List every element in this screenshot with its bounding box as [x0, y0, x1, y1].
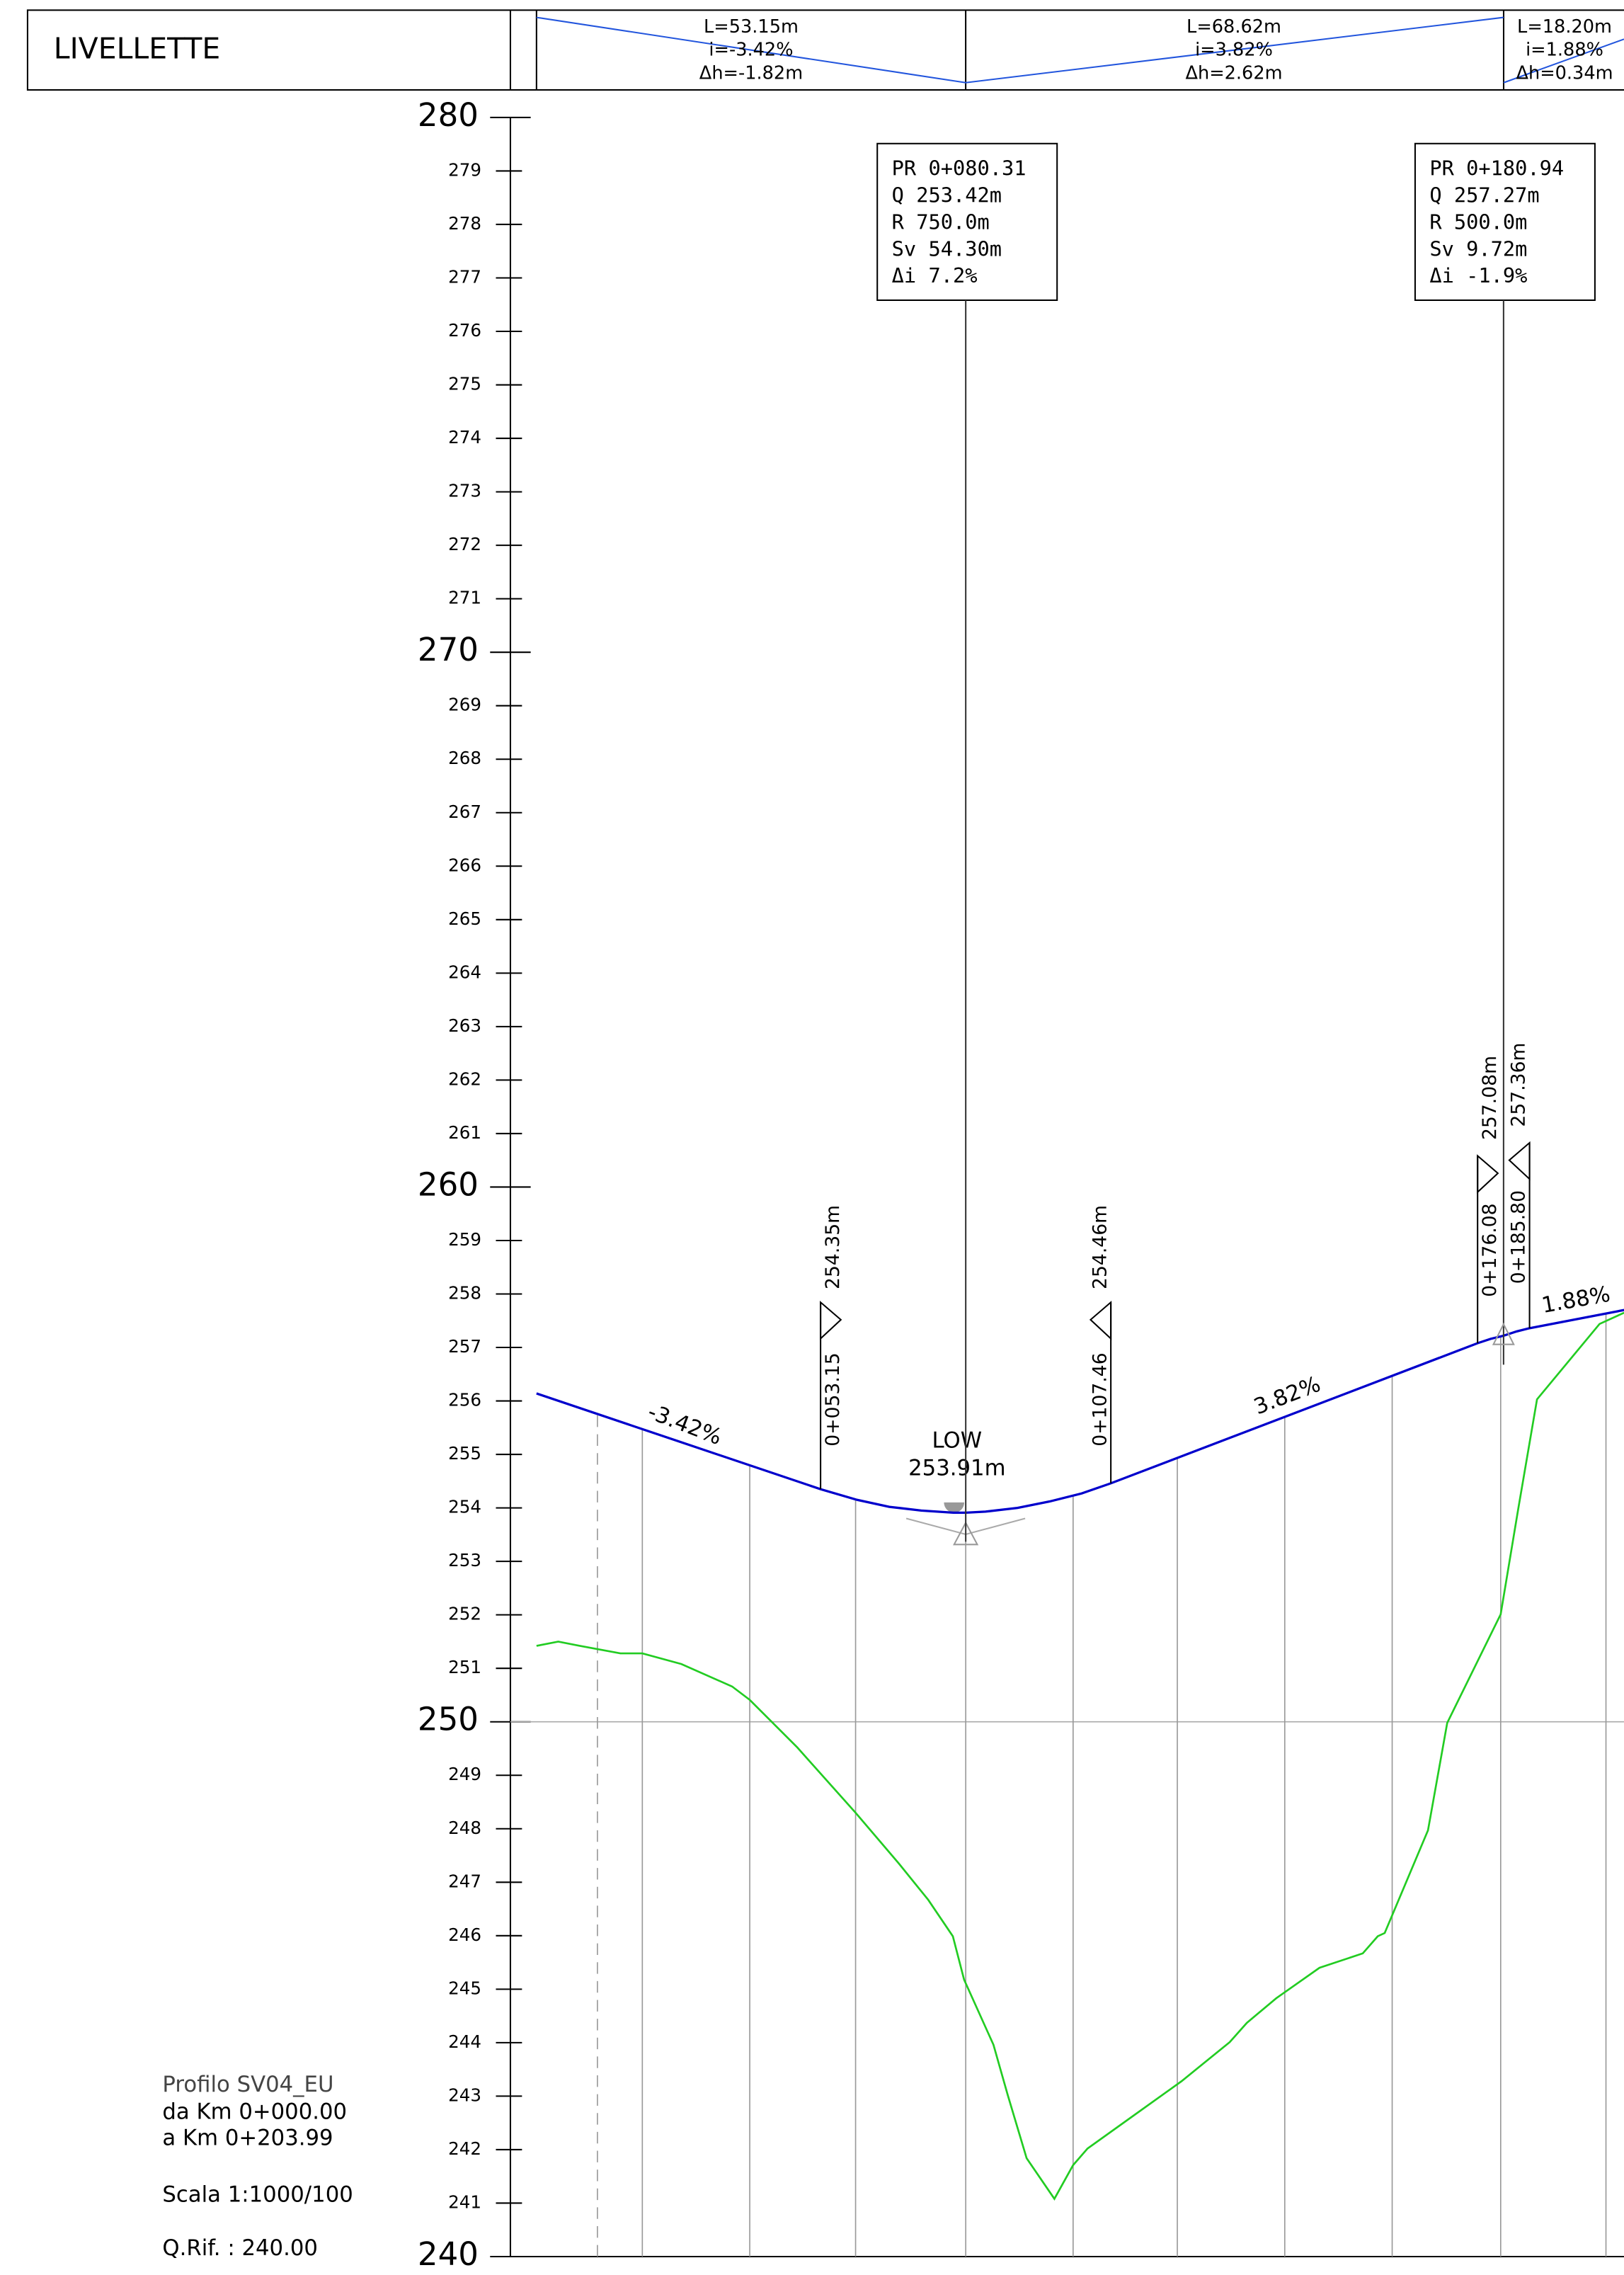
y-tick-label: 252	[448, 1604, 481, 1624]
y-tick-label: 241	[448, 2191, 481, 2212]
vertex-label: R 750.0m	[892, 210, 990, 234]
y-tick-label: 265	[448, 908, 481, 929]
y-tick-label: 248	[448, 1818, 481, 1838]
y-tick-label: 242	[448, 2138, 481, 2159]
vertex-box	[1414, 142, 1596, 302]
marker-elevation: 254.35m	[822, 1205, 844, 1289]
marker-elevation: 254.46m	[1089, 1205, 1111, 1289]
marker-station: 0+053.15	[822, 1352, 844, 1446]
y-tick-label: 240	[418, 2235, 479, 2273]
y-tick-label: 255	[448, 1443, 481, 1464]
vertex-label: Sv 9.72m	[1429, 236, 1527, 261]
segment-slope: i=1.88%	[1526, 40, 1603, 61]
ground-line	[536, 1311, 1624, 2201]
y-tick-label: 263	[448, 1015, 481, 1036]
y-tick-label: 243	[448, 2085, 481, 2105]
vertex-label: Δi -1.9%	[1429, 263, 1527, 287]
vertex-box	[876, 142, 1058, 302]
y-tick-label: 262	[448, 1068, 481, 1089]
y-tick-label: 258	[448, 1283, 481, 1304]
marker-flag	[1477, 1154, 1499, 1194]
y-tick-label: 271	[448, 588, 481, 608]
vertex-label: PR 0+180.94	[1429, 156, 1564, 181]
low-point-label: LOW	[932, 1427, 983, 1453]
note: Scala 1:1000/100	[162, 2182, 353, 2207]
y-tick-label: 280	[418, 96, 479, 134]
y-tick-label: 254	[448, 1497, 481, 1517]
marker-station: 0+107.46	[1089, 1352, 1111, 1446]
vertex-label: Δi 7.2%	[892, 263, 978, 287]
note: Profilo SV04_EU	[162, 2072, 333, 2097]
y-tick-label: 277	[448, 266, 481, 287]
vertex-label: R 500.0m	[1429, 210, 1527, 234]
y-tick-label: 261	[448, 1122, 481, 1143]
vertex-triangle	[1492, 1322, 1515, 1345]
vertex-label: Q 253.42m	[892, 183, 1002, 207]
y-tick-label: 269	[448, 695, 481, 715]
note: da Km 0+000.00	[162, 2099, 347, 2125]
segment-slope: i=-3.42%	[709, 40, 793, 61]
note: Q.Rif. : 240.00	[162, 2235, 318, 2261]
y-tick-label: 256	[448, 1390, 481, 1410]
segment-dh: Δh=-1.82m	[699, 62, 803, 84]
marker-flag	[820, 1301, 842, 1340]
y-tick-label: 257	[448, 1336, 481, 1357]
marker-station: 0+185.80	[1508, 1190, 1530, 1284]
header-title: LIVELLETTE	[54, 32, 220, 66]
y-tick-label: 275	[448, 374, 481, 394]
low-point-elevation: 253.91m	[908, 1455, 1005, 1481]
station-marker: 0+176.08 257.08m	[1477, 1056, 1501, 1343]
vertex-label: Sv 54.30m	[892, 236, 1002, 261]
y-tick-label: 246	[448, 1925, 481, 1945]
y-tick-label: 249	[448, 1764, 481, 1784]
y-tick-label: 274	[448, 427, 481, 447]
y-tick-label: 264	[448, 962, 481, 982]
segment-length: L=68.62m	[1186, 16, 1281, 38]
y-tick-label: 244	[448, 2031, 481, 2052]
y-tick-label: 278	[448, 213, 481, 234]
segment-length: L=18.20m	[1517, 16, 1612, 38]
marker-flag	[1089, 1301, 1112, 1340]
y-tick-label: 245	[448, 1978, 481, 1998]
marker-flag	[1508, 1141, 1531, 1181]
marker-elevation: 257.08m	[1479, 1056, 1501, 1140]
y-tick-label: 267	[448, 802, 481, 822]
y-tick-label: 270	[418, 631, 479, 668]
grade-line	[536, 1308, 1624, 1515]
segment-dh: Δh=2.62m	[1185, 62, 1282, 84]
y-tick-label: 268	[448, 748, 481, 768]
header-frame	[26, 9, 1624, 91]
y-tick-label: 279	[448, 159, 481, 180]
y-tick-label: 260	[418, 1165, 479, 1203]
segment-dh: Δh=0.34m	[1516, 62, 1613, 84]
y-tick-label: 251	[448, 1657, 481, 1677]
station-marker: 0+185.80 257.36m	[1508, 1043, 1531, 1328]
header-band: LIVELLETTE L=53.15m i=-3.42% Δh=-1.82m L…	[26, 9, 1624, 91]
y-tick-label: 253	[448, 1550, 481, 1570]
slope-label: 3.82%	[1250, 1372, 1324, 1420]
marker-elevation: 257.36m	[1508, 1043, 1530, 1127]
y-tick-label: 273	[448, 481, 481, 501]
y-tick-label: 250	[418, 1701, 479, 1738]
y-tick-label: 259	[448, 1229, 481, 1250]
header-slope-line	[536, 16, 1504, 84]
vertex-label: Q 257.27m	[1429, 183, 1539, 207]
vertex-label: PR 0+080.31	[892, 156, 1027, 181]
segment-slope: i=3.82%	[1195, 40, 1273, 61]
header-slope-line	[1503, 38, 1624, 84]
station-marker: 0+107.46 254.46m	[1089, 1205, 1112, 1483]
low-point-mark	[944, 1502, 965, 1513]
slope-label: 1.88%	[1540, 1282, 1612, 1318]
y-tick-label: 276	[448, 320, 481, 341]
station-marker: 0+053.15 254.35m	[820, 1205, 844, 1490]
segment-length: L=53.15m	[704, 16, 799, 38]
y-tick-label: 272	[448, 534, 481, 554]
note: a Km 0+203.99	[162, 2126, 333, 2151]
marker-station: 0+176.08	[1479, 1203, 1501, 1296]
y-tick-label: 266	[448, 855, 481, 875]
y-tick-label: 247	[448, 1871, 481, 1891]
